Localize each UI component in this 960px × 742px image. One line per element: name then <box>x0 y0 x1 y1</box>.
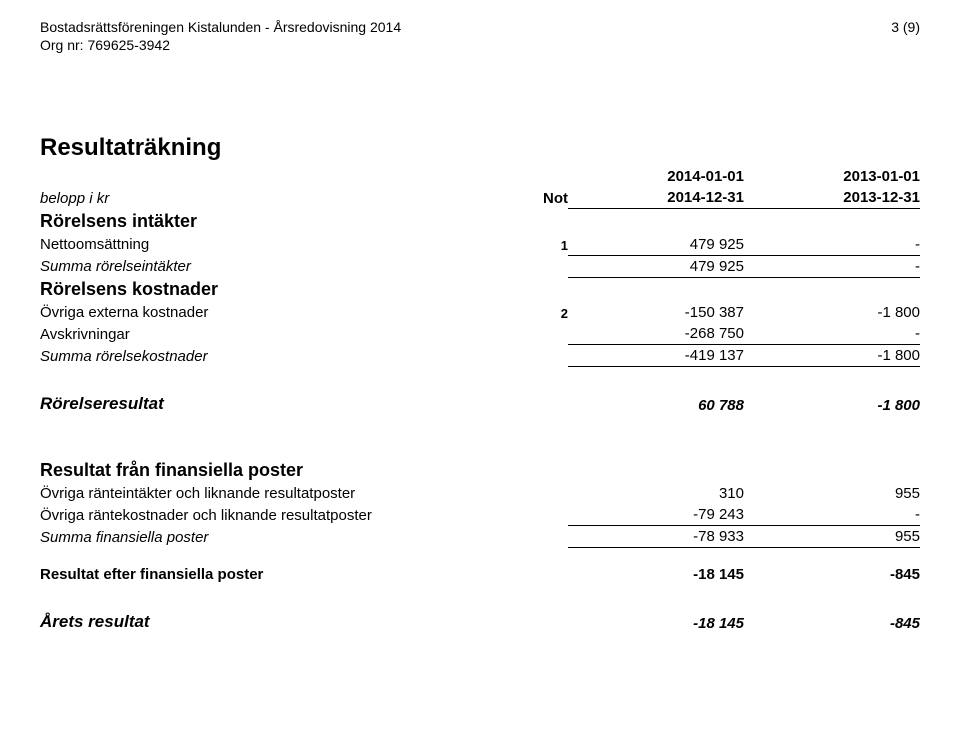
row-y1: -150 387 <box>568 302 744 323</box>
finansiella-heading-row: Resultat från finansiella poster <box>40 416 920 483</box>
intakter-heading-row: Rörelsens intäkter <box>40 209 920 234</box>
row-label: Nettoomsättning <box>40 234 471 256</box>
row-label: Summa rörelseintäkter <box>40 255 471 277</box>
row-label: Årets resultat <box>40 585 471 634</box>
table-row: Övriga ränteintäkter och liknande result… <box>40 483 920 504</box>
finansiella-sum-row: Summa finansiella poster -78 933 955 <box>40 526 920 548</box>
row-y2: -845 <box>744 548 920 586</box>
row-label: Avskrivningar <box>40 323 471 345</box>
col-header-row-1: 2014-01-01 2013-01-01 <box>40 166 920 187</box>
row-label: Rörelseresultat <box>40 367 471 417</box>
row-label: Övriga räntekostnader och liknande resul… <box>40 504 471 526</box>
finansiella-heading: Resultat från finansiella poster <box>40 416 471 483</box>
intakter-sum-row: Summa rörelseintäkter 479 925 - <box>40 255 920 277</box>
kostnader-heading: Rörelsens kostnader <box>40 277 471 302</box>
row-not <box>471 323 568 345</box>
row-y1: 310 <box>568 483 744 504</box>
row-y1: 479 925 <box>568 255 744 277</box>
col-label-header: belopp i kr <box>40 187 471 209</box>
arets-resultat-row: Årets resultat -18 145 -845 <box>40 585 920 634</box>
row-y1: 479 925 <box>568 234 744 256</box>
row-y1: -268 750 <box>568 323 744 345</box>
row-y2: -1 800 <box>744 302 920 323</box>
row-not: 2 <box>471 302 568 323</box>
col-y1-bot: 2014-12-31 <box>568 187 744 209</box>
row-y1: 60 788 <box>568 367 744 417</box>
col-y2-bot: 2013-12-31 <box>744 187 920 209</box>
row-not: 1 <box>471 234 568 256</box>
kostnader-sum-row: Summa rörelsekostnader -419 137 -1 800 <box>40 345 920 367</box>
row-label: Resultat efter finansiella poster <box>40 548 471 586</box>
efter-finansiella-row: Resultat efter finansiella poster -18 14… <box>40 548 920 586</box>
col-y2-top: 2013-01-01 <box>744 166 920 187</box>
row-label: Summa rörelsekostnader <box>40 345 471 367</box>
row-y2: -1 800 <box>744 367 920 417</box>
income-statement-table: 2014-01-01 2013-01-01 belopp i kr Not 20… <box>40 166 920 634</box>
doc-title-line: Bostadsrättsföreningen Kistalunden - Års… <box>40 18 401 36</box>
col-header-row-2: belopp i kr Not 2014-12-31 2013-12-31 <box>40 187 920 209</box>
intakter-heading: Rörelsens intäkter <box>40 209 471 234</box>
row-y2: - <box>744 323 920 345</box>
row-y1: -79 243 <box>568 504 744 526</box>
row-y2: 955 <box>744 526 920 548</box>
row-y2: - <box>744 255 920 277</box>
org-number-line: Org nr: 769625-3942 <box>40 36 401 54</box>
doc-header-left: Bostadsrättsföreningen Kistalunden - Års… <box>40 18 401 54</box>
kostnader-heading-row: Rörelsens kostnader <box>40 277 920 302</box>
row-label: Övriga externa kostnader <box>40 302 471 323</box>
table-row: Avskrivningar -268 750 - <box>40 323 920 345</box>
row-y2: -845 <box>744 585 920 634</box>
col-not-header: Not <box>471 187 568 209</box>
col-y1-top: 2014-01-01 <box>568 166 744 187</box>
page: Bostadsrättsföreningen Kistalunden - Års… <box>0 0 960 664</box>
row-y2: - <box>744 504 920 526</box>
row-label: Summa finansiella poster <box>40 526 471 548</box>
section-title: Resultaträkning <box>40 134 920 162</box>
row-y2: 955 <box>744 483 920 504</box>
row-y1: -78 933 <box>568 526 744 548</box>
row-y1: -419 137 <box>568 345 744 367</box>
row-y2: -1 800 <box>744 345 920 367</box>
row-y2: - <box>744 234 920 256</box>
doc-header: Bostadsrättsföreningen Kistalunden - Års… <box>40 18 920 54</box>
row-label: Övriga ränteintäkter och liknande result… <box>40 483 471 504</box>
table-row: Övriga externa kostnader 2 -150 387 -1 8… <box>40 302 920 323</box>
rorelseresultat-row: Rörelseresultat 60 788 -1 800 <box>40 367 920 417</box>
page-number: 3 (9) <box>891 18 920 54</box>
row-y1: -18 145 <box>568 585 744 634</box>
table-row: Nettoomsättning 1 479 925 - <box>40 234 920 256</box>
table-row: Övriga räntekostnader och liknande resul… <box>40 504 920 526</box>
row-y1: -18 145 <box>568 548 744 586</box>
